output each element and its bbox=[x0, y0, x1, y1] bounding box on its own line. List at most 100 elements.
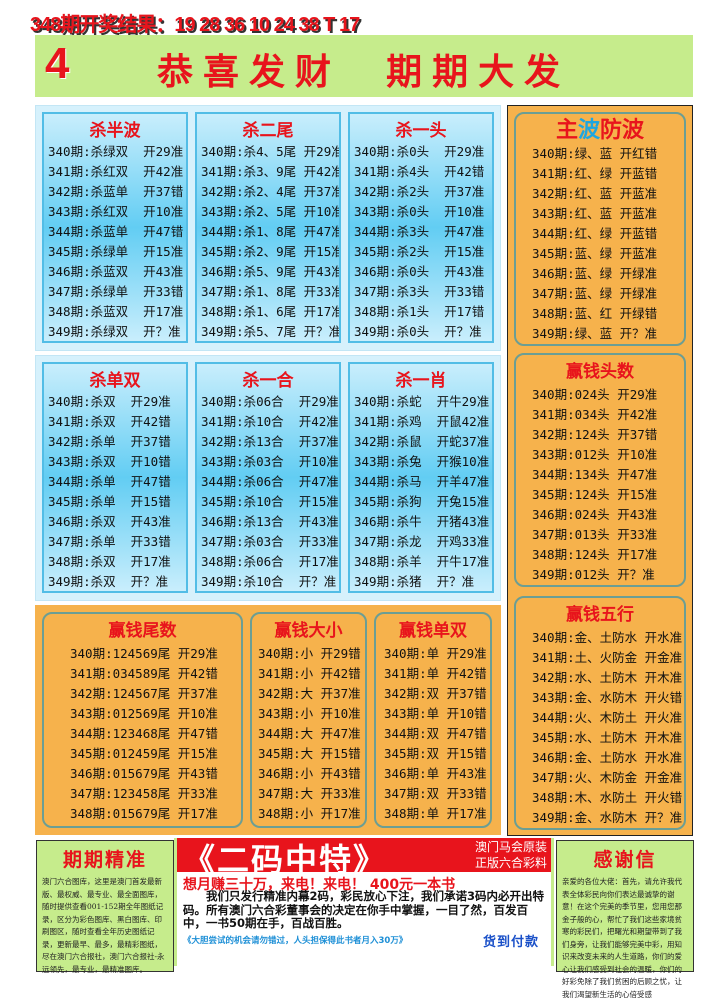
table-row: 345期:蓝、绿 开蓝准 bbox=[532, 246, 658, 261]
panel-rows: 340期:单 开29准 341期:单 开42错 342期:双 开37错 343期:单 … bbox=[376, 644, 490, 826]
table-row: 347期:双 开33错 bbox=[384, 786, 487, 801]
table-row: 347期:杀03合 开33准 bbox=[201, 534, 339, 549]
advert-sub1: 澳门马会原装 bbox=[474, 840, 547, 854]
table-row: 340期:024头 开29准 bbox=[532, 387, 658, 402]
advert-paragraph: 我们只发行精准内幕2码，彩民放心下注，我们承诺3码内必开出特码。所有澳门六合彩董… bbox=[183, 889, 544, 930]
thanks-letter-box: 感谢信 亲爱的各位大佬：首先，请允许我代表全体彩民向你们表达最诚挚的谢意！在这个… bbox=[556, 840, 694, 999]
table-row: 345期:杀10合 开15准 bbox=[201, 494, 339, 509]
thanks-title: 感谢信 bbox=[593, 849, 657, 871]
table-row: 341期:杀3、9尾 开42准 bbox=[201, 164, 341, 179]
table-row: 345期:杀单 开15错 bbox=[48, 494, 171, 509]
accuracy-box: 期期精准 澳门六合图库，这里是澳门首发最新版、最权威、最专业、最全面图库，随时提… bbox=[36, 840, 174, 974]
prediction-panel: 赢钱尾数 340期:124569尾 开29准 341期:034589尾 开42错 34… bbox=[42, 612, 243, 828]
table-row: 349期:杀猪 开？准 bbox=[354, 574, 475, 589]
table-row: 349期:杀10合 开？准 bbox=[201, 574, 337, 589]
table-row: 344期:火、木防土 开火准 bbox=[532, 710, 683, 725]
table-row: 346期:024头 开43准 bbox=[532, 507, 658, 522]
table-row: 348期:木、水防土 开火错 bbox=[532, 790, 683, 805]
panel-title: 杀一头 bbox=[395, 121, 447, 141]
table-row: 348期:单 开17准 bbox=[384, 806, 487, 821]
advert-sub2: 正版六合彩料 bbox=[474, 856, 547, 870]
table-row: 348期:杀06合 开17准 bbox=[201, 554, 339, 569]
table-row: 342期:红、蓝 开蓝准 bbox=[532, 186, 658, 201]
table-row: 342期:杀13合 开37准 bbox=[201, 434, 339, 449]
table-row: 341期:杀双 开42错 bbox=[48, 414, 171, 429]
table-row: 347期:大 开33准 bbox=[258, 786, 361, 801]
table-row: 340期:杀绿双 开29准 bbox=[48, 144, 184, 159]
table-row: 345期:杀2、9尾 开15准 bbox=[201, 244, 341, 259]
advert-box: 《二码中特》 澳门马会原装 正版六合彩料 想月赚三十万，来电！来电！ 400元一… bbox=[174, 838, 554, 966]
win-section: 赢钱尾数 340期:124569尾 开29准 341期:034589尾 开42错 34… bbox=[35, 605, 501, 835]
table-row: 347期:杀绿单 开33错 bbox=[48, 284, 184, 299]
table-row: 340期:杀蛇 开牛29准 bbox=[354, 394, 490, 409]
table-row: 341期:杀红双 开42准 bbox=[48, 164, 184, 179]
table-row: 344期:双 开47错 bbox=[384, 726, 487, 741]
table-row: 345期:水、土防木 开木准 bbox=[532, 730, 683, 745]
table-row: 342期:杀鼠 开蛇37准 bbox=[354, 434, 490, 449]
table-row: 343期:小 开10准 bbox=[258, 706, 361, 721]
table-row: 348期:杀双 开17准 bbox=[48, 554, 171, 569]
panel-title: 赢钱尾数 bbox=[108, 621, 177, 641]
advert-headline: 《二码中特》 bbox=[183, 841, 388, 879]
table-row: 346期:015679尾 开43错 bbox=[70, 766, 218, 781]
table-row: 340期:杀双 开29准 bbox=[48, 394, 171, 409]
banner-title: 恭喜发财 期期大发 bbox=[157, 52, 571, 93]
table-row: 342期:杀蓝单 开37错 bbox=[48, 184, 184, 199]
table-row: 344期:杀马 开羊47准 bbox=[354, 474, 490, 489]
table-row: 346期:小 开43错 bbox=[258, 766, 361, 781]
panel-rows: 340期:金、土防水 开水准 341期:土、火防金 开金准 342期:水、土防木 开… bbox=[516, 628, 684, 828]
table-row: 343期:红、蓝 开蓝准 bbox=[532, 206, 658, 221]
table-row: 347期:杀1、8尾 开33准 bbox=[201, 284, 341, 299]
table-row: 348期:124头 开17准 bbox=[532, 547, 658, 562]
table-row: 349期:134567尾 开？准 bbox=[44, 824, 241, 826]
table-row: 346期:杀双 开43准 bbox=[48, 514, 171, 529]
table-row: 349期:绿、蓝 开？准 bbox=[532, 326, 658, 341]
draw-result-header: 348期开奖结果：19 28 36 10 24 38 T 17 bbox=[30, 14, 360, 36]
table-row: 342期:杀2头 开37准 bbox=[354, 184, 485, 199]
panel-title: 杀半波 bbox=[89, 121, 141, 141]
table-row: 347期:蓝、绿 开绿准 bbox=[532, 286, 658, 301]
table-row: 345期:杀绿单 开15准 bbox=[48, 244, 184, 259]
table-row: 343期:杀2、5尾 开10准 bbox=[201, 204, 341, 219]
table-row: 345期:012459尾 开15准 bbox=[70, 746, 218, 761]
table-row: 342期:杀单 开37错 bbox=[48, 434, 171, 449]
table-row: 345期:双 开15错 bbox=[384, 746, 487, 761]
table-row: 344期:杀单 开47错 bbox=[48, 474, 171, 489]
banner: 4 恭喜发财 期期大发 bbox=[35, 35, 693, 97]
panel-rows: 340期:杀06合 开29准 341期:杀10合 开42准 342期:杀13合 开3… bbox=[197, 392, 339, 591]
table-row: 347期:杀龙 开鸡33准 bbox=[354, 534, 490, 549]
table-row: 349期:012头 开？准 bbox=[532, 567, 655, 582]
table-row: 344期:红、绿 开蓝错 bbox=[532, 226, 658, 241]
table-row: 348期:小 开17准 bbox=[258, 806, 361, 821]
prediction-panel: 杀半波 340期:杀绿双 开29准 341期:杀红双 开42准 342期:杀蓝单 开3… bbox=[42, 112, 188, 343]
table-row: 341期:红、绿 开蓝错 bbox=[532, 166, 658, 181]
panel-rows: 340期:124569尾 开29准 341期:034589尾 开42错 342期:1… bbox=[44, 644, 241, 826]
table-row: 342期:水、土防木 开木准 bbox=[532, 670, 683, 685]
panel-rows: 340期:杀蛇 开牛29准 341期:杀鸡 开鼠42准 342期:杀鼠 开蛇37准 3… bbox=[350, 392, 492, 591]
table-row: 349期:小 开？准 bbox=[252, 824, 365, 826]
panel-title: 杀单双 bbox=[89, 371, 141, 391]
table-row: 340期:绿、蓝 开红错 bbox=[532, 146, 658, 161]
prediction-panel: 赢钱头数 340期:024头 开29准 341期:034头 开42准 342期:124… bbox=[514, 353, 686, 587]
table-row: 347期:杀3头 开33错 bbox=[354, 284, 485, 299]
table-row: 342期:124567尾 开37准 bbox=[70, 686, 218, 701]
table-row: 346期:蓝、绿 开绿准 bbox=[532, 266, 658, 281]
table-row: 347期:013头 开33准 bbox=[532, 527, 658, 542]
panel-title: 赢钱五行 bbox=[566, 605, 634, 625]
table-row: 341期:单 开42错 bbox=[384, 666, 487, 681]
table-row: 346期:杀蓝双 开43准 bbox=[48, 264, 184, 279]
table-row: 347期:123458尾 开33准 bbox=[70, 786, 218, 801]
table-row: 343期:杀双 开10错 bbox=[48, 454, 171, 469]
table-row: 346期:单 开43准 bbox=[384, 766, 487, 781]
table-row: 348期:杀羊 开牛17准 bbox=[354, 554, 490, 569]
accuracy-title: 期期精准 bbox=[62, 849, 147, 871]
table-row: 344期:杀蓝单 开47错 bbox=[48, 224, 184, 239]
table-row: 348期:杀蓝双 开17准 bbox=[48, 304, 184, 319]
prediction-panel: 杀一肖 340期:杀蛇 开牛29准 341期:杀鸡 开鼠42准 342期:杀鼠 开蛇3… bbox=[348, 362, 494, 593]
table-row: 347期:火、木防金 开金准 bbox=[532, 770, 683, 785]
accuracy-body: 澳门六合图库，这里是澳门首发最新版、最权威、最专业、最全面图库，随时提供查看00… bbox=[42, 877, 165, 974]
table-row: 344期:杀3头 开47准 bbox=[354, 224, 485, 239]
table-row: 349期:杀双 开？准 bbox=[48, 574, 169, 589]
table-row: 344期:123468尾 开47错 bbox=[70, 726, 218, 741]
table-row: 340期:124569尾 开29准 bbox=[70, 646, 218, 661]
